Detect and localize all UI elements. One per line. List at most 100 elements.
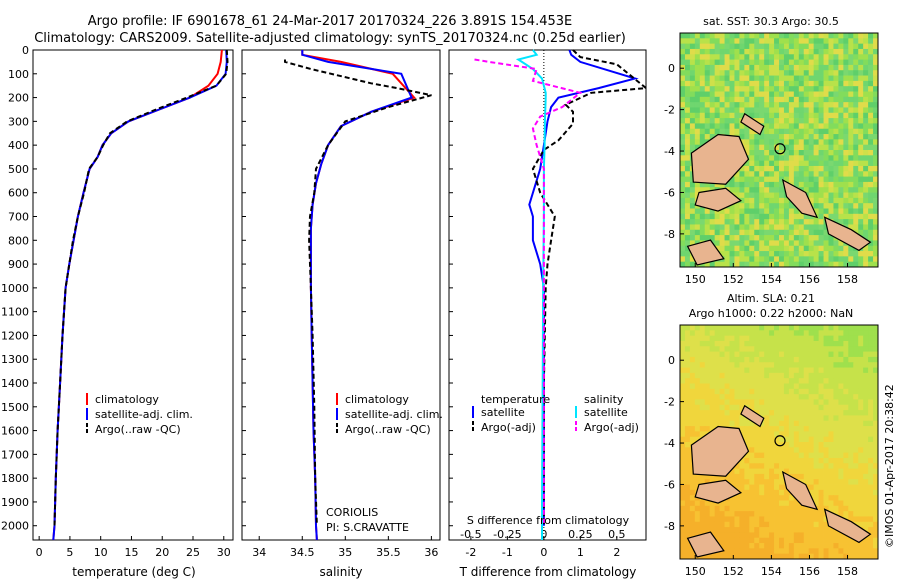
map-cell — [709, 43, 716, 50]
map-cell — [788, 102, 795, 108]
map-cell — [779, 112, 785, 119]
map-cell — [848, 59, 854, 66]
map-cell — [853, 325, 859, 331]
map-cell — [704, 394, 711, 400]
map-cell — [853, 330, 859, 337]
map-cell — [694, 367, 701, 374]
map-cell — [774, 410, 780, 416]
map-cell — [843, 251, 849, 257]
map-cell — [853, 431, 859, 438]
map-cell — [689, 256, 696, 263]
map-cell — [798, 256, 805, 263]
map-cell — [764, 457, 770, 464]
map-cell — [774, 543, 780, 549]
map-cell — [734, 532, 740, 539]
map-cell — [813, 537, 819, 544]
map-cell — [694, 505, 701, 512]
map-cell — [699, 107, 706, 114]
map-cell — [729, 107, 735, 114]
map-cell — [714, 378, 720, 384]
map-cell — [684, 102, 691, 108]
map-cell — [694, 399, 701, 406]
map-cell — [689, 64, 696, 71]
map-cell — [734, 75, 740, 82]
map-cell — [704, 48, 711, 55]
map-cell — [848, 452, 854, 459]
map-cell — [694, 219, 701, 225]
map-cell — [858, 219, 864, 225]
map-cell — [823, 80, 829, 87]
map-cell — [808, 144, 815, 151]
map-cell — [684, 64, 691, 71]
map-cell — [749, 340, 755, 347]
map-cell — [709, 38, 716, 45]
map-cell — [684, 256, 691, 263]
map-cell — [793, 86, 800, 92]
map-cell — [764, 431, 770, 438]
map-cell — [783, 43, 790, 50]
map-cell — [744, 80, 750, 87]
map-cell — [724, 340, 730, 347]
map-cell — [739, 394, 745, 400]
map-cell — [848, 325, 854, 331]
map-cell — [779, 107, 785, 114]
map-cell — [739, 70, 745, 76]
map-cell — [838, 64, 844, 71]
map-cell — [858, 468, 864, 475]
map-cell — [684, 516, 691, 523]
map-cell — [823, 139, 829, 146]
map-cell — [749, 516, 755, 523]
map-cell — [868, 155, 874, 162]
map-cell — [684, 457, 691, 464]
map-cell — [779, 251, 785, 257]
map-cell — [783, 330, 790, 337]
map-cell — [838, 548, 844, 555]
map-cell — [739, 532, 745, 539]
map-cell — [744, 351, 750, 358]
map-cell — [843, 410, 849, 416]
map-cell — [808, 176, 815, 183]
map-cell — [833, 144, 839, 151]
map-cell — [769, 447, 775, 454]
map-cell — [749, 192, 755, 199]
map-cell — [848, 86, 854, 92]
map-cell — [788, 399, 795, 406]
map-cell — [853, 86, 859, 92]
map-cell — [813, 171, 819, 177]
map-cell — [759, 356, 765, 363]
map-cell — [754, 372, 760, 379]
map-cell — [793, 543, 800, 549]
map-cell — [704, 213, 711, 220]
map-cell — [749, 489, 755, 496]
map-cell — [843, 181, 849, 188]
map-cell — [848, 553, 854, 560]
map-cell — [684, 553, 691, 560]
map-cell — [759, 463, 765, 469]
map-cell — [843, 38, 849, 45]
difference-legend: temperature salinity satellite Argo(-adj… — [472, 393, 639, 434]
map-cell — [853, 261, 859, 268]
map-cell — [873, 54, 879, 60]
map-cell — [838, 532, 844, 539]
map-cell — [694, 96, 701, 103]
map-cell — [689, 187, 696, 193]
map-cell — [774, 261, 780, 268]
map-cell — [704, 224, 711, 231]
map-cell — [744, 91, 750, 98]
map-cell — [764, 43, 770, 50]
legend-label-temp-argo: Argo(-adj) — [481, 421, 536, 434]
map-cell — [848, 537, 854, 544]
map-cell — [863, 128, 869, 135]
map-cell — [838, 80, 844, 87]
map-cell — [828, 80, 834, 87]
land-mass — [694, 187, 743, 212]
map-cell — [868, 489, 874, 496]
map-cell — [813, 479, 819, 485]
map-cell — [744, 213, 750, 220]
map-cell — [709, 356, 716, 363]
map-cell — [858, 489, 864, 496]
map-cell — [793, 155, 800, 162]
map-cell — [818, 521, 824, 528]
map-cell — [779, 102, 785, 108]
map-cell — [813, 139, 819, 146]
